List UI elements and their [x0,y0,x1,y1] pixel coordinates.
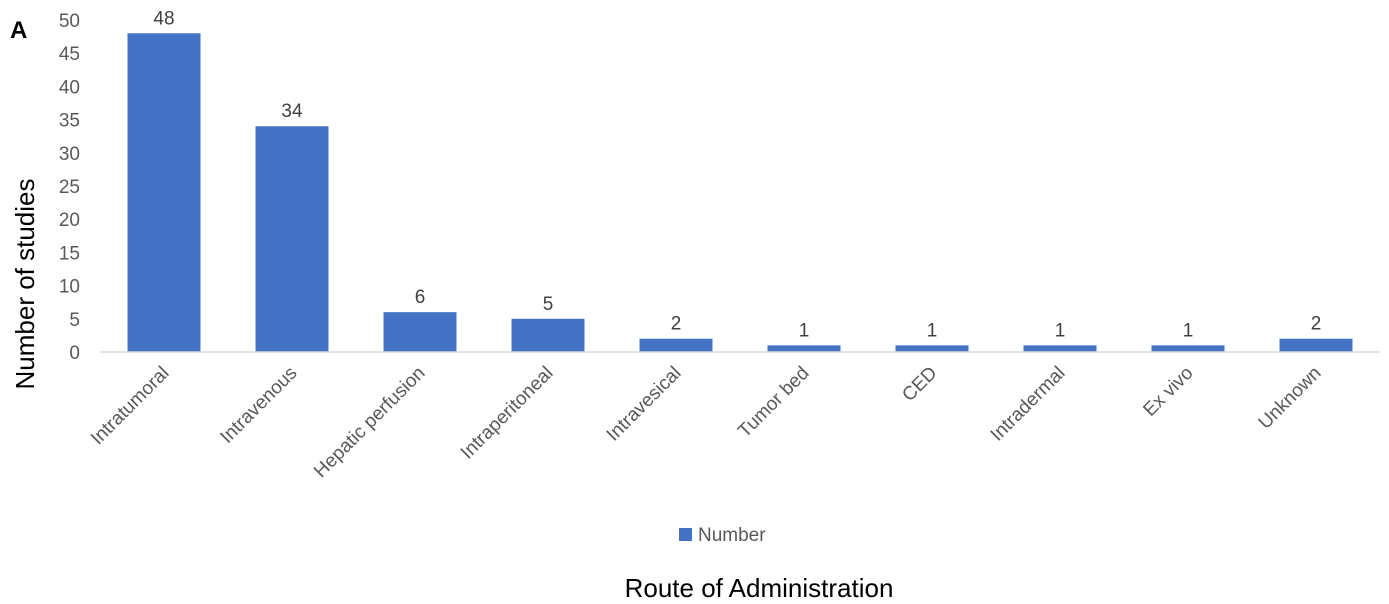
x-tick-label: Intraperitoneal [457,363,558,464]
y-tick-label: 35 [59,111,80,132]
legend-swatch [679,528,692,541]
y-tick-label: 15 [59,243,80,264]
data-label: 5 [543,294,554,315]
data-label: 1 [927,320,938,341]
panel-label: A [10,17,27,44]
bar [1151,345,1225,352]
y-tick-label: 20 [59,210,80,231]
x-tick-label: Tumor bed [734,363,813,442]
y-axis-ticks: 0 5 10 15 20 25 30 35 40 45 50 [59,11,80,364]
x-tick-label: Intradermal [987,363,1070,446]
bar [767,345,841,352]
bars-group [127,33,1353,353]
data-label: 2 [1311,314,1322,335]
x-tick-label: Unknown [1255,363,1326,434]
data-label: 2 [671,314,682,335]
y-tick-label: 40 [59,77,80,98]
x-tick-label: Ex vivo [1139,363,1197,421]
bar [1023,345,1097,352]
bar [895,345,969,352]
bar [639,338,713,352]
data-label: 1 [1183,320,1194,341]
y-tick-label: 10 [59,277,80,298]
y-tick-label: 25 [59,177,80,198]
y-tick-label: 45 [59,44,80,65]
y-tick-label: 50 [59,11,80,32]
y-tick-label: 0 [69,343,80,364]
x-tick-label: CED [898,363,941,406]
legend: Number [679,525,766,546]
data-label: 34 [281,101,303,122]
bar [1279,338,1353,352]
x-tick-label: Intravenous [216,363,301,448]
data-label: 1 [799,320,810,341]
x-tick-label: Intravesical [603,363,686,446]
y-tick-label: 5 [69,310,80,331]
bar [511,318,585,352]
x-axis-title: Route of Administration [625,573,894,603]
bar [127,33,201,352]
x-tick-label: Intratumoral [87,363,174,450]
y-tick-label: 30 [59,144,80,165]
data-label: 6 [415,287,426,308]
bar [383,312,457,352]
y-axis-title: Number of studies [10,179,40,390]
data-labels-group: 48 34 6 5 2 1 1 1 1 2 [153,8,1321,341]
data-label: 1 [1055,320,1066,341]
x-tick-label: Hepatic perfusion [310,363,429,482]
x-axis-tick-labels: Intratumoral Intravenous Hepatic perfusion… [87,363,1326,482]
bar [255,126,329,353]
data-label: 48 [153,8,174,29]
legend-label: Number [698,525,766,546]
